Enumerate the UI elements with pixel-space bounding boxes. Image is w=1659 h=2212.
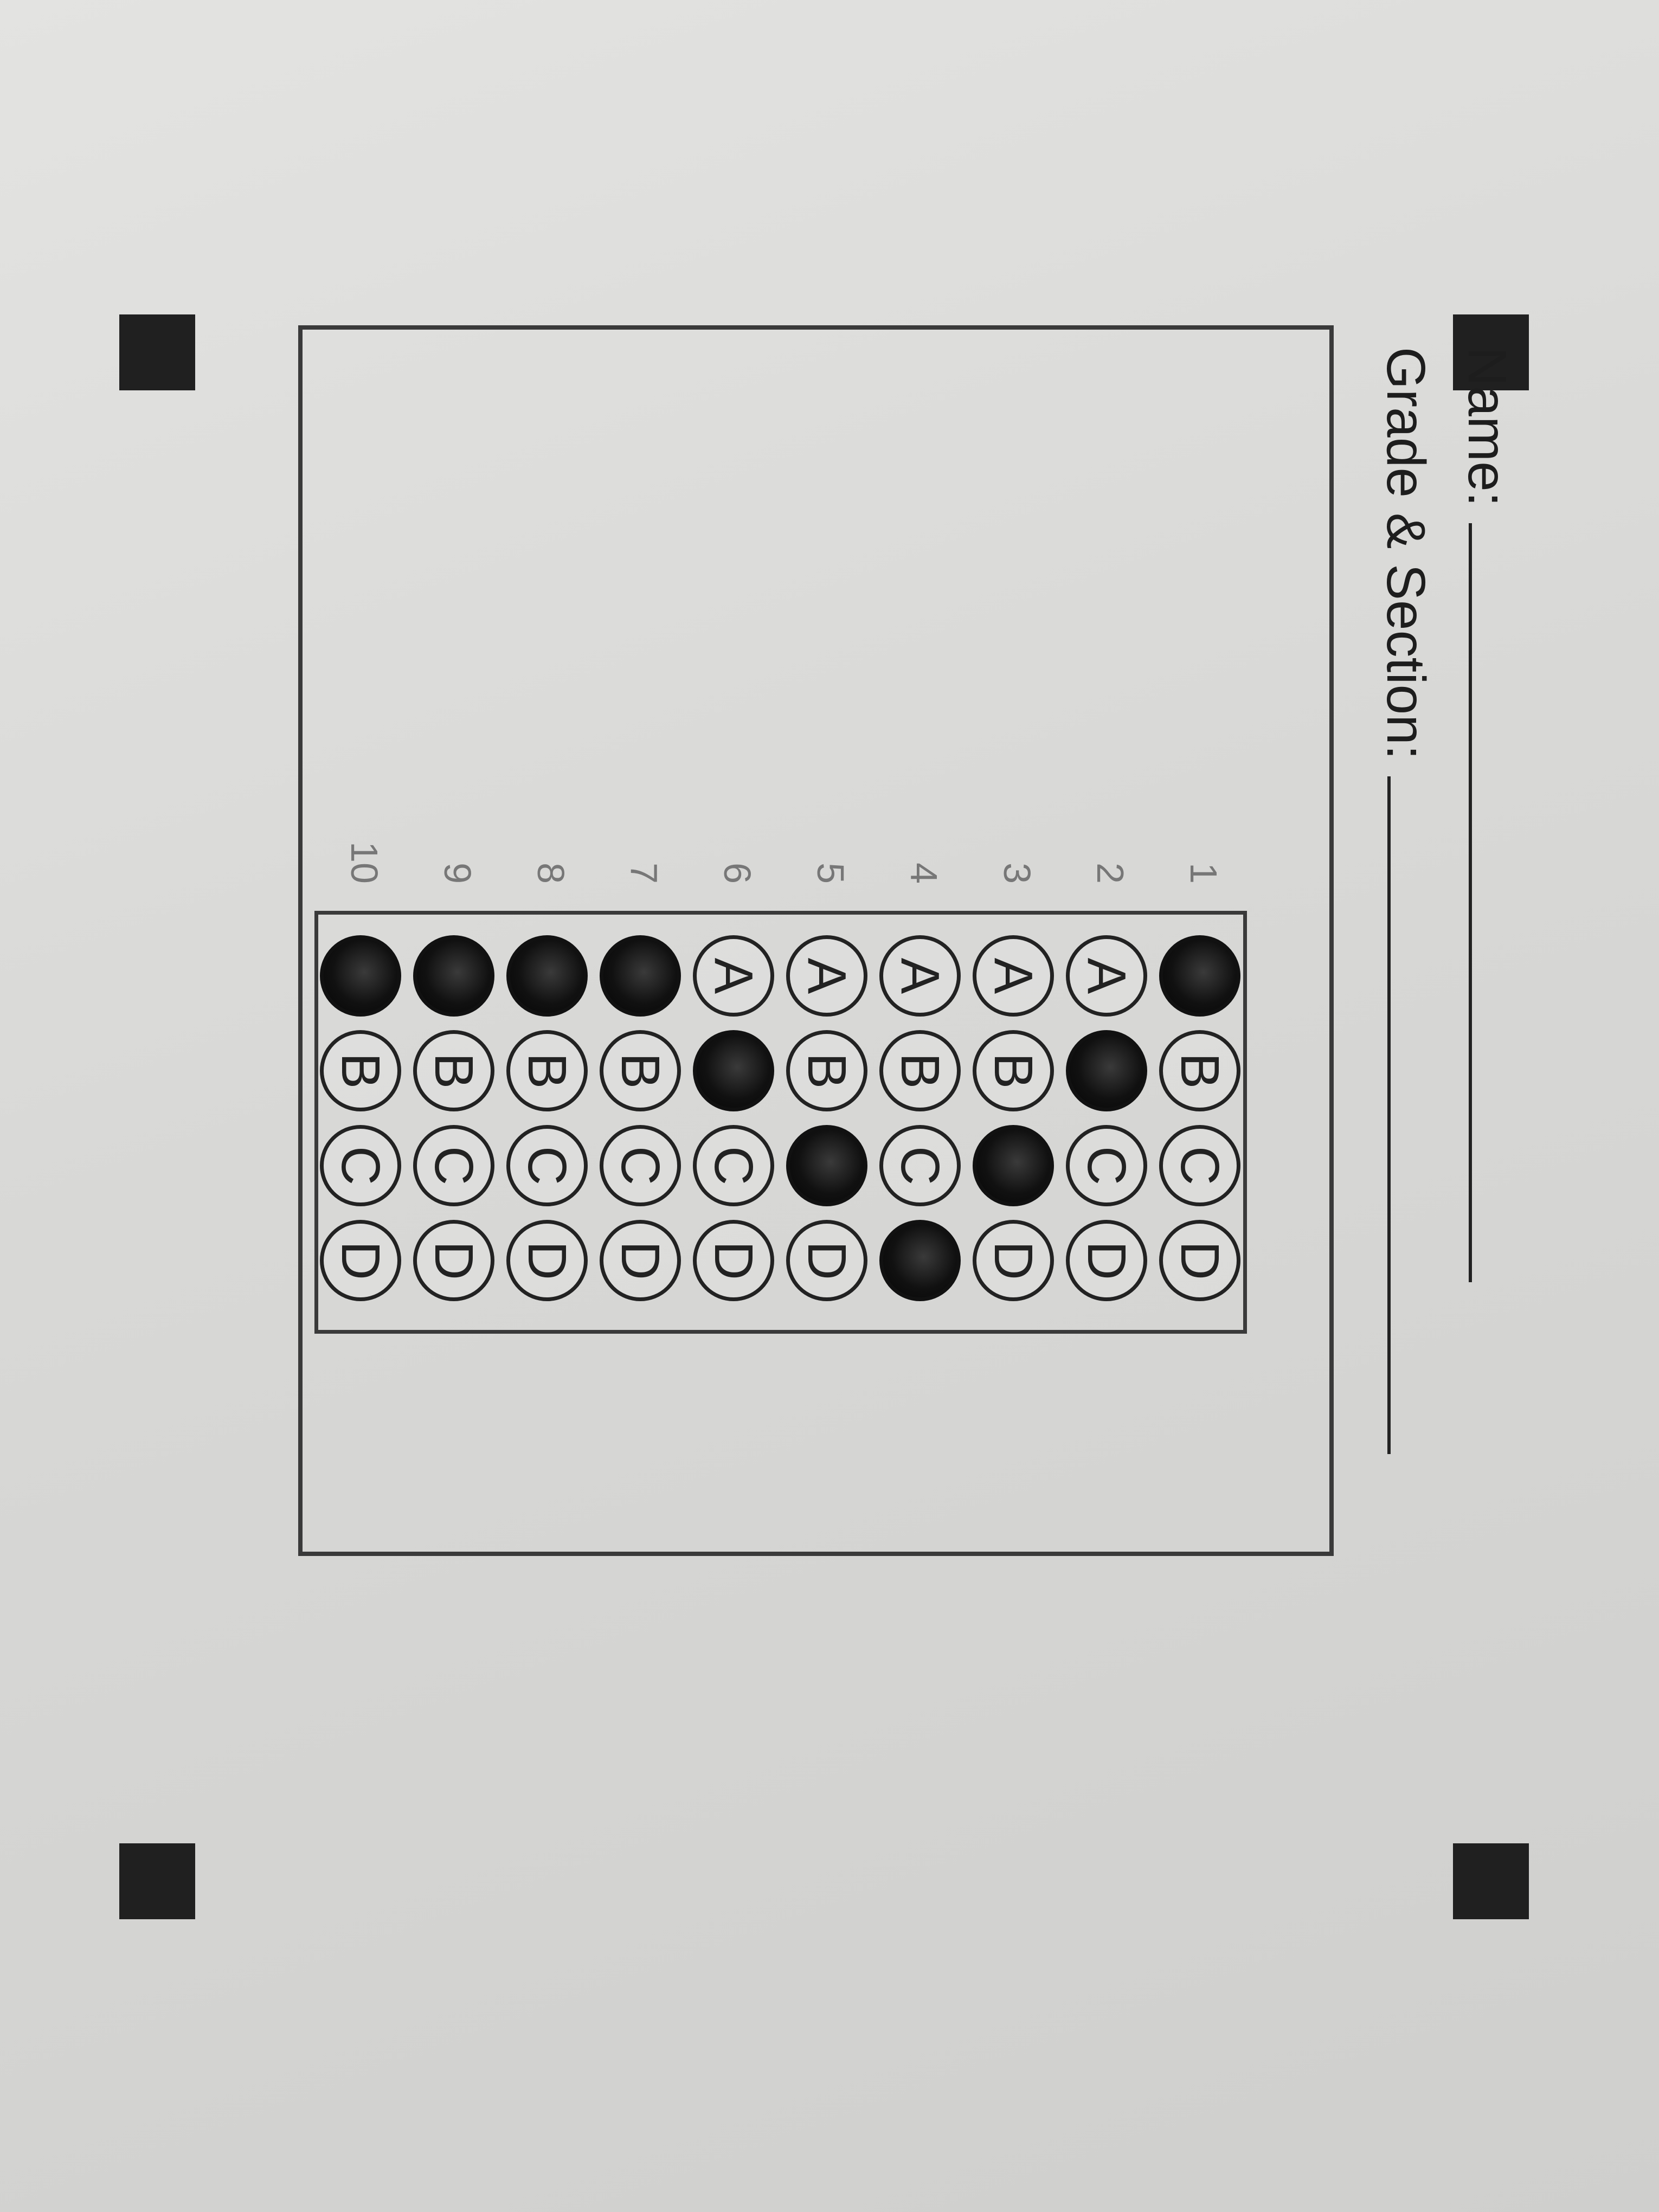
- bubble-d[interactable]: D: [600, 1220, 681, 1301]
- registration-marker-top-right: [1453, 1843, 1529, 1919]
- bubble-b[interactable]: B: [320, 1030, 401, 1111]
- question-number: 2: [1089, 863, 1131, 884]
- bubble-c[interactable]: C: [600, 1125, 681, 1206]
- question-row: 10 ABCD: [314, 824, 408, 1312]
- question-number: 5: [809, 863, 852, 884]
- registration-marker-bottom-right: [119, 1843, 195, 1919]
- name-field[interactable]: Name:: [1456, 347, 1518, 1282]
- bubble-d[interactable]: D: [413, 1220, 494, 1301]
- bubble-c[interactable]: C: [973, 1125, 1054, 1206]
- question-number: 6: [716, 863, 758, 884]
- bubble-b[interactable]: B: [973, 1030, 1054, 1111]
- question-row: 9 ABCD: [408, 824, 501, 1312]
- question-number: 4: [903, 863, 945, 884]
- question-number: 8: [530, 863, 572, 884]
- bubble-b[interactable]: B: [1066, 1030, 1147, 1111]
- bubble-c[interactable]: C: [879, 1125, 961, 1206]
- bubble-c[interactable]: C: [1159, 1125, 1240, 1206]
- bubble-b[interactable]: B: [786, 1030, 867, 1111]
- question-row: 5 ABCD: [781, 824, 874, 1312]
- bubble-a[interactable]: A: [1159, 935, 1240, 1017]
- question-number: 3: [996, 863, 1038, 884]
- question-row: 4 ABCD: [874, 824, 967, 1312]
- question-row: 8 ABCD: [501, 824, 594, 1312]
- bubble-c[interactable]: C: [1066, 1125, 1147, 1206]
- bubble-a[interactable]: A: [506, 935, 588, 1017]
- question-number: 1: [1182, 863, 1225, 884]
- bubble-b[interactable]: B: [600, 1030, 681, 1111]
- bubble-a[interactable]: A: [693, 935, 774, 1017]
- bubble-d[interactable]: D: [693, 1220, 774, 1301]
- bubble-b[interactable]: B: [413, 1030, 494, 1111]
- answer-area: 1ABCD2ABCD3ABCD4ABCD5ABCD6ABCD7ABCD8ABCD…: [314, 824, 1247, 1334]
- bubble-b[interactable]: B: [693, 1030, 774, 1111]
- bubble-d[interactable]: D: [1066, 1220, 1147, 1301]
- question-row: 2 ABCD: [1060, 824, 1154, 1312]
- bubble-b[interactable]: B: [1159, 1030, 1240, 1111]
- question-number: 9: [436, 863, 479, 884]
- bubble-d[interactable]: D: [786, 1220, 867, 1301]
- question-number: 7: [623, 863, 665, 884]
- question-number: 10: [343, 841, 385, 884]
- bubble-a[interactable]: A: [786, 935, 867, 1017]
- bubble-c[interactable]: C: [413, 1125, 494, 1206]
- bubble-a[interactable]: A: [879, 935, 961, 1017]
- bubble-d[interactable]: D: [1159, 1220, 1240, 1301]
- bubble-a[interactable]: A: [973, 935, 1054, 1017]
- registration-marker-bottom-left: [119, 314, 195, 390]
- answer-sheet: Name: Grade & Section: 1ABCD2ABCD3ABCD4A…: [98, 293, 1561, 1919]
- bubble-a[interactable]: A: [600, 935, 681, 1017]
- bubble-a[interactable]: A: [1066, 935, 1147, 1017]
- name-line[interactable]: [1469, 523, 1472, 1282]
- bubble-b[interactable]: B: [506, 1030, 588, 1111]
- bubble-c[interactable]: C: [320, 1125, 401, 1206]
- question-row: 6 ABCD: [687, 824, 781, 1312]
- bubble-d[interactable]: D: [879, 1220, 961, 1301]
- name-label: Name:: [1457, 347, 1517, 507]
- bubble-c[interactable]: C: [786, 1125, 867, 1206]
- question-row: 3 ABCD: [967, 824, 1060, 1312]
- bubble-c[interactable]: C: [693, 1125, 774, 1206]
- grade-section-line[interactable]: [1387, 776, 1391, 1454]
- bubble-c[interactable]: C: [506, 1125, 588, 1206]
- grade-section-label: Grade & Section:: [1375, 347, 1436, 760]
- bubble-a[interactable]: A: [320, 935, 401, 1017]
- bubble-b[interactable]: B: [879, 1030, 961, 1111]
- grade-section-field[interactable]: Grade & Section:: [1374, 347, 1437, 1454]
- question-row: 7 ABCD: [594, 824, 687, 1312]
- question-row: 1 ABCD: [1154, 824, 1247, 1312]
- bubble-a[interactable]: A: [413, 935, 494, 1017]
- bubble-d[interactable]: D: [320, 1220, 401, 1301]
- bubble-d[interactable]: D: [506, 1220, 588, 1301]
- bubble-d[interactable]: D: [973, 1220, 1054, 1301]
